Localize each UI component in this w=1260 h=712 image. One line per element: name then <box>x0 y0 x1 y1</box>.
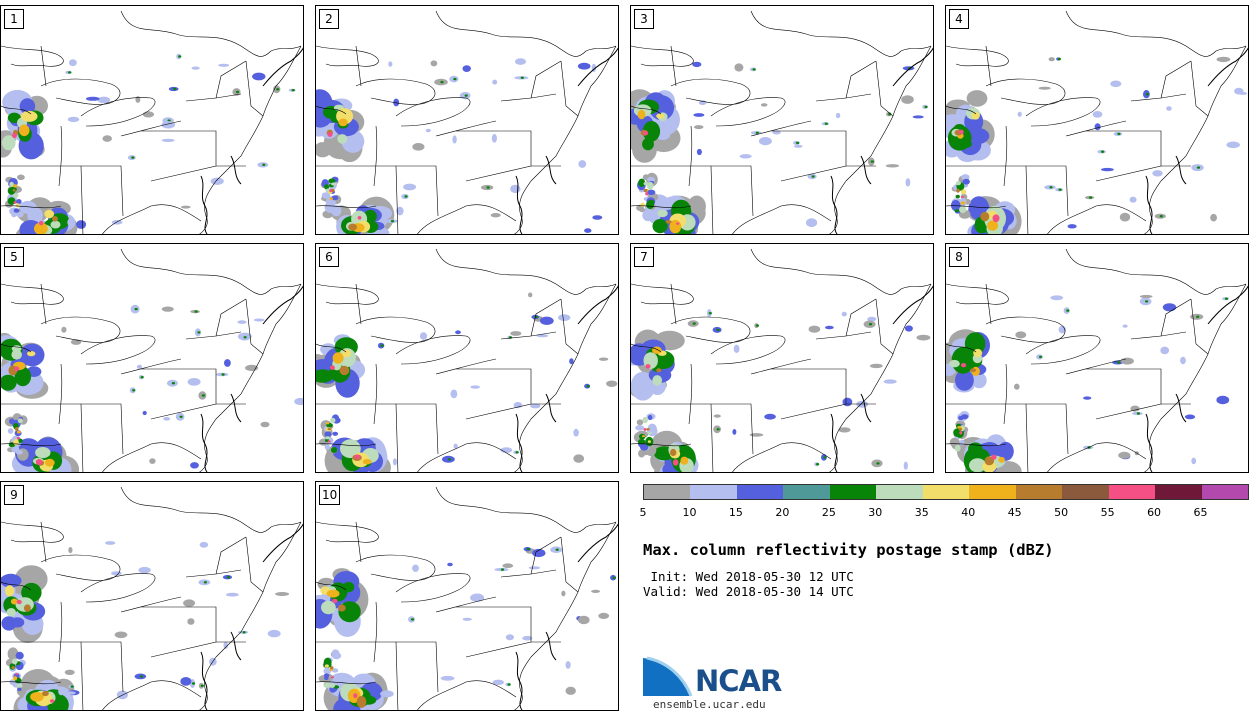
colorbar-tick-label: 30 <box>868 506 883 519</box>
colorbar-segment <box>829 485 877 499</box>
reflectivity-map <box>1 248 303 472</box>
colorbar-segment <box>1062 485 1109 499</box>
colorbar-segment <box>1015 485 1063 499</box>
reflectivity-colorbar <box>643 484 1249 500</box>
colorbar-segment <box>690 485 737 499</box>
colorbar-segment <box>922 485 970 499</box>
colorbar-segment <box>1155 485 1202 499</box>
ensemble-member-panel: 2 <box>315 5 619 235</box>
colorbar-tick-label: 55 <box>1100 506 1115 519</box>
reflectivity-map <box>1 10 303 234</box>
colorbar-tick-label: 65 <box>1193 506 1208 519</box>
colorbar-segment <box>1201 485 1249 499</box>
ensemble-member-panel: 1 <box>0 5 304 235</box>
colorbar-tick-label: 45 <box>1007 506 1022 519</box>
ensemble-member-panel: 4 <box>945 5 1249 235</box>
colorbar-segment <box>969 485 1016 499</box>
ensemble-member-panel: 8 <box>945 243 1249 473</box>
member-number: 8 <box>949 247 969 267</box>
ensemble-member-panel: 10 <box>315 481 619 711</box>
reflectivity-map <box>631 248 933 472</box>
chart-title: Max. column reflectivity postage stamp (… <box>643 541 1054 559</box>
member-number: 9 <box>4 485 24 505</box>
colorbar-segment <box>783 485 830 499</box>
reflectivity-map <box>946 10 1248 234</box>
member-number: 10 <box>319 485 341 505</box>
ensemble-member-panel: 3 <box>630 5 934 235</box>
ncar-logo-text: NCAR <box>695 664 782 698</box>
colorbar-tick-label: 20 <box>775 506 790 519</box>
member-number: 1 <box>4 9 24 29</box>
reflectivity-map <box>631 10 933 234</box>
ensemble-member-panel: 7 <box>630 243 934 473</box>
colorbar-segment <box>876 485 923 499</box>
member-number: 6 <box>319 247 339 267</box>
init-time: Init: Wed 2018-05-30 12 UTC <box>643 569 854 584</box>
ensemble-member-panel: 6 <box>315 243 619 473</box>
reflectivity-map <box>316 486 618 710</box>
member-number: 3 <box>634 9 654 29</box>
colorbar-segment <box>1108 485 1156 499</box>
valid-time: Valid: Wed 2018-05-30 14 UTC <box>643 584 854 599</box>
colorbar-tick-label: 35 <box>914 506 929 519</box>
colorbar-tick-label: 5 <box>639 506 647 519</box>
colorbar-tick-label: 25 <box>821 506 836 519</box>
site-url: ensemble.ucar.edu <box>653 698 766 711</box>
colorbar-segment <box>644 485 691 499</box>
ensemble-member-panel: 9 <box>0 481 304 711</box>
reflectivity-map <box>1 486 303 710</box>
colorbar-tick-label: 50 <box>1054 506 1069 519</box>
ncar-logo-icon <box>643 656 694 697</box>
member-number: 2 <box>319 9 339 29</box>
member-number: 4 <box>949 9 969 29</box>
reflectivity-map <box>946 248 1248 472</box>
member-number: 5 <box>4 247 24 267</box>
ensemble-member-panel: 5 <box>0 243 304 473</box>
colorbar-tick-label: 40 <box>961 506 976 519</box>
colorbar-tick-label: 60 <box>1147 506 1162 519</box>
colorbar-tick-label: 10 <box>682 506 697 519</box>
reflectivity-map <box>316 10 618 234</box>
colorbar-tick-label: 15 <box>728 506 743 519</box>
member-number: 7 <box>634 247 654 267</box>
reflectivity-map <box>316 248 618 472</box>
colorbar-segment <box>736 485 784 499</box>
